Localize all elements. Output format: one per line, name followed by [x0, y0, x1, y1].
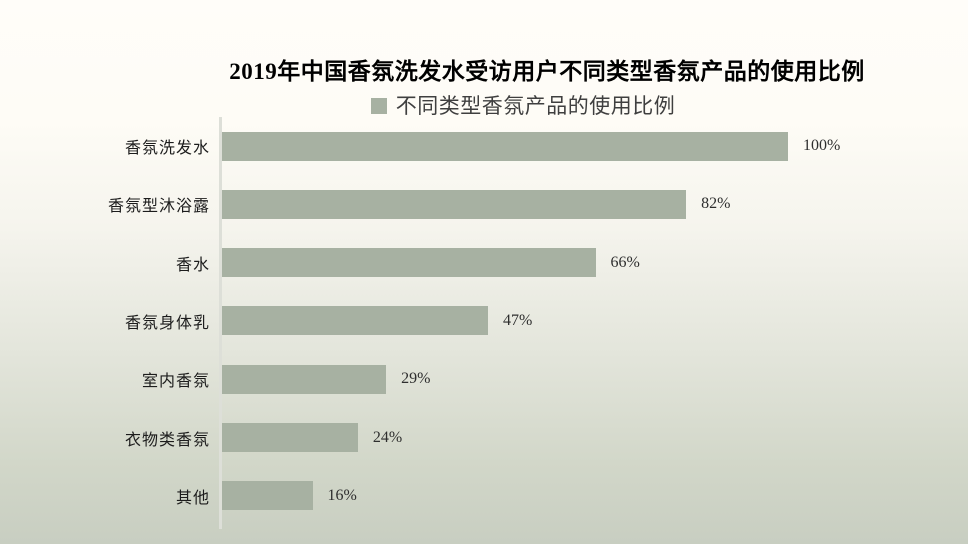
bar-rows: 香氛洗发水 100% 香氛型沐浴露 82% 香水 66% 香氛身体乳 47% 室… — [0, 117, 968, 525]
category-label: 香氛身体乳 — [124, 314, 210, 332]
chart-title: 2019年中国香氛洗发水受访用户不同类型香氛产品的使用比例 — [229, 59, 865, 84]
bar — [222, 189, 687, 219]
value-label: 24% — [372, 428, 403, 446]
bar-chart-plot-area: 香氛洗发水 100% 香氛型沐浴露 82% 香水 66% 香氛身体乳 47% 室… — [0, 117, 968, 529]
bar-cell: 47% — [210, 306, 968, 336]
value-label: 29% — [401, 370, 431, 388]
category-label: 香氛型沐浴露 — [107, 198, 210, 216]
value-label: 66% — [610, 253, 640, 271]
bar — [222, 481, 313, 511]
bar — [222, 423, 358, 453]
bar-row: 香氛洗发水 100% — [0, 117, 968, 175]
bar — [222, 364, 387, 394]
value-label: 100% — [803, 137, 841, 155]
bar-cell: 66% — [210, 248, 968, 278]
bar-row: 香氛身体乳 47% — [0, 292, 968, 350]
bar-row: 室内香氛 29% — [0, 350, 968, 408]
y-axis-line — [219, 117, 222, 529]
bar — [222, 131, 788, 161]
category-label: 香氛洗发水 — [124, 140, 210, 158]
value-label: 82% — [701, 195, 731, 213]
value-label: 16% — [327, 486, 357, 504]
category-label: 香水 — [175, 256, 210, 274]
bar-cell: 16% — [210, 481, 968, 511]
bar — [222, 306, 489, 336]
bar — [222, 248, 596, 278]
category-label: 其他 — [175, 489, 210, 507]
bar-row: 其他 16% — [0, 467, 968, 525]
legend: 不同类型香氛产品的使用比例 — [39, 90, 968, 120]
legend-label: 不同类型香氛产品的使用比例 — [395, 94, 676, 118]
bar-cell: 100% — [210, 131, 968, 161]
bar-row: 香水 66% — [0, 234, 968, 292]
legend-marker-icon — [370, 98, 387, 114]
bar-cell: 29% — [210, 364, 968, 394]
bar-row: 衣物类香氛 24% — [0, 408, 968, 466]
category-label: 衣物类香氛 — [124, 431, 210, 449]
bar-cell: 82% — [210, 189, 968, 219]
bar-cell: 24% — [210, 423, 968, 453]
value-label: 47% — [503, 311, 533, 329]
category-label: 室内香氛 — [141, 373, 210, 391]
bar-row: 香氛型沐浴露 82% — [0, 175, 968, 233]
